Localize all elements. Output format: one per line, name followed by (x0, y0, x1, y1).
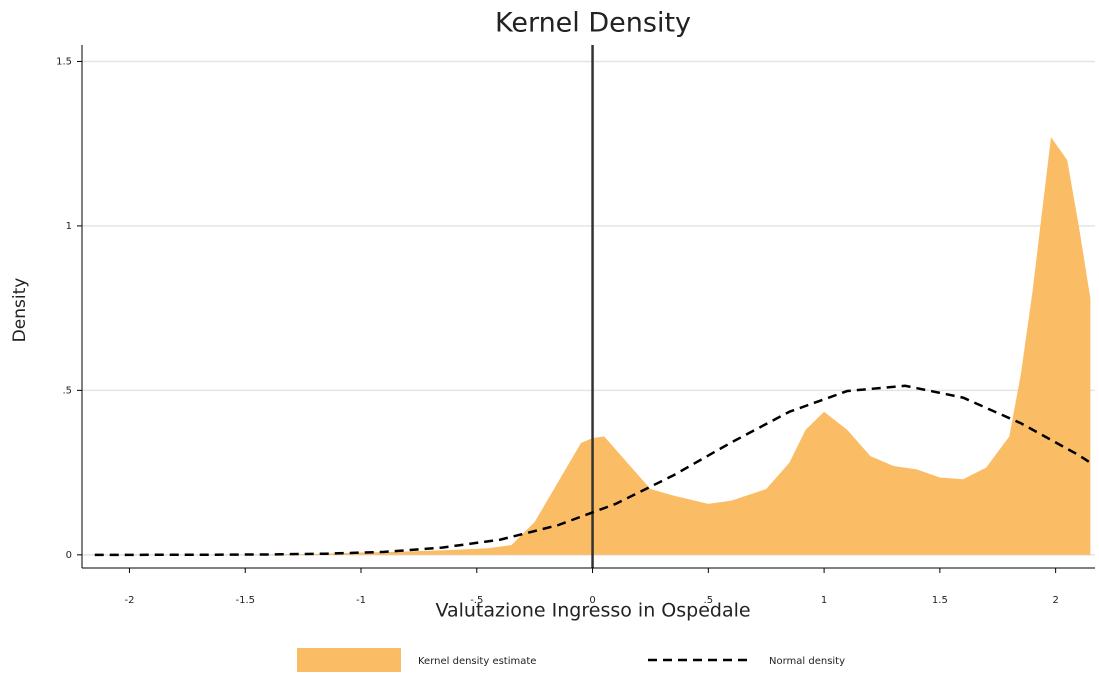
y-tick-label: 1.5 (56, 56, 72, 67)
x-tick-label: 1.5 (932, 595, 948, 606)
x-tick-label: 1 (821, 595, 827, 606)
normal-line (94, 384, 1092, 557)
y-axis-label: Density (10, 278, 30, 343)
x-tick-label: 0 (589, 595, 595, 606)
x-tick-label: .5 (704, 595, 714, 606)
x-tick-label: 2 (1052, 595, 1058, 606)
x-tick-label: -1 (356, 595, 366, 606)
density-area (94, 137, 1091, 555)
chart-title: Kernel Density (495, 8, 691, 39)
x-tick-label: -2 (124, 595, 134, 606)
x-tick-label: -1.5 (235, 595, 255, 606)
x-tick-label: -.5 (470, 595, 483, 606)
legend-swatch (297, 648, 401, 672)
x-axis-label: Valutazione Ingresso in Ospedale (435, 600, 750, 622)
y-tick-label: 0 (66, 550, 72, 561)
y-tick-label: 1 (66, 221, 72, 232)
legend-label: Kernel density estimate (418, 656, 536, 667)
legend-label: Normal density (769, 656, 845, 667)
y-tick-label: .5 (62, 385, 72, 396)
